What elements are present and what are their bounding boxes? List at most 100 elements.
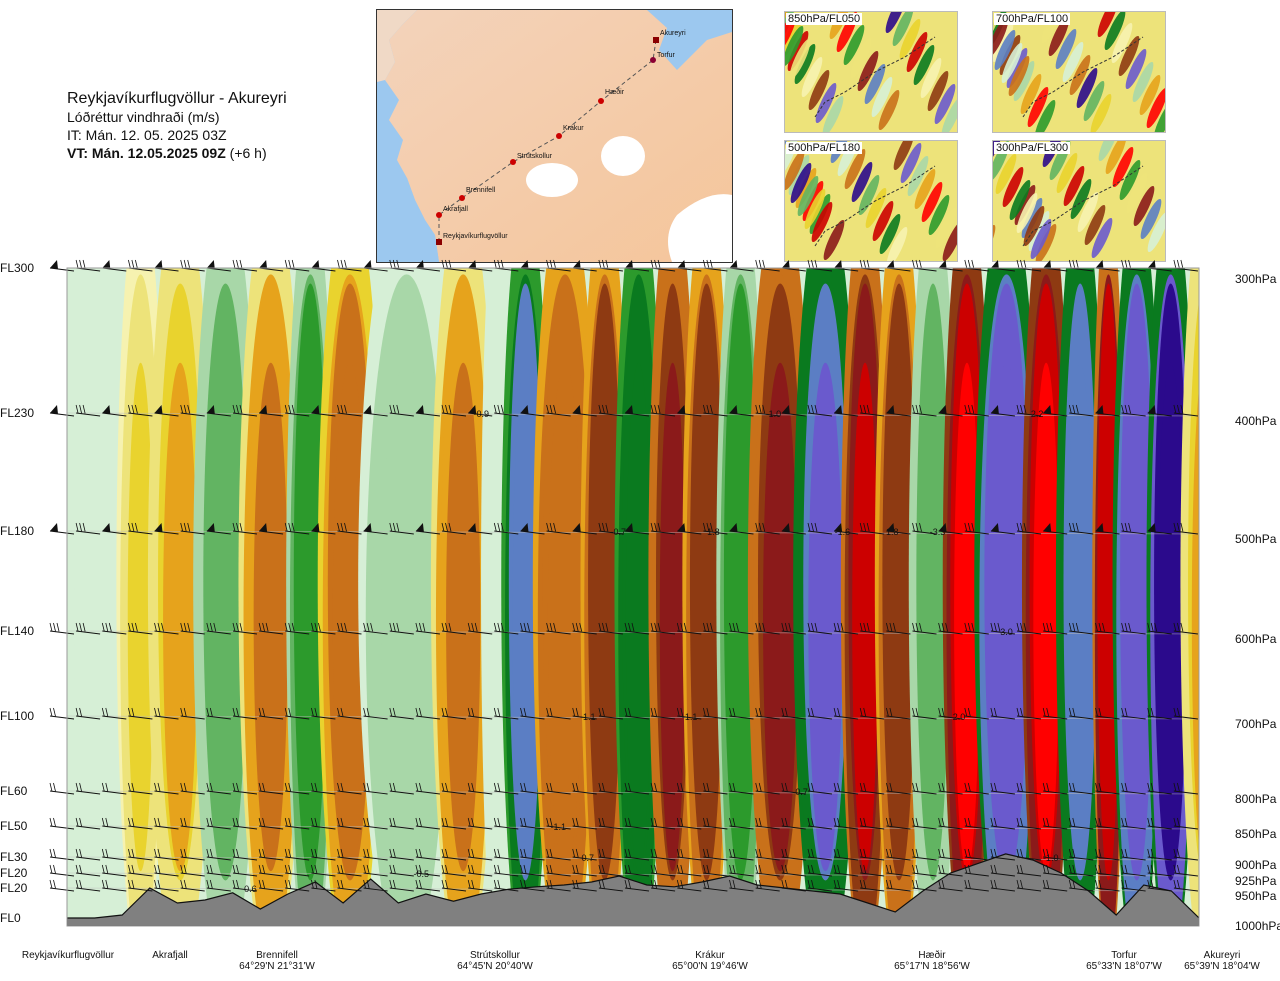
barb-shaft [1121,715,1146,720]
wind-barb [1147,405,1172,417]
thumb-field-blob [1028,210,1050,252]
barb-feather [523,622,527,632]
barb-feather [340,879,344,889]
wind-barb [650,879,676,892]
barb-feather [598,622,602,632]
wind-barb [1147,879,1172,892]
barb-feather [1020,622,1023,632]
barb-feather [781,782,785,792]
barb-feather [389,864,393,874]
barb-feather [967,522,971,532]
thumb-field-blob [785,17,802,59]
barb-feather [131,864,135,874]
wind-barbs [49,259,1198,892]
barb-feather [579,622,583,632]
barb-feather [366,879,370,889]
barb-shaft [389,630,414,635]
field-contour [446,362,481,872]
thumbnail-700hpa[interactable]: 700hPa/FL100 [992,11,1166,133]
barb-feather [807,864,811,874]
barb-feather [1042,848,1046,858]
barb-feather [1046,879,1050,889]
barb-shaft [1043,825,1068,830]
barb-feather [497,404,501,414]
barb-feather [105,622,109,632]
barb-shaft [834,715,859,720]
barb-feather [131,817,135,827]
barb-feather [912,848,915,858]
barb-feather [994,817,997,827]
barb-feather [990,622,994,632]
wind-barb [990,864,1015,877]
barb-feather [1068,622,1072,632]
thumbnail-300hpa[interactable]: 300hPa/FL300 [992,140,1166,262]
wind-barb [833,622,859,635]
barb-feather [1072,404,1076,414]
barb-feather [758,848,762,858]
wind-barb [493,522,519,535]
barb-feather [311,622,314,632]
barb-feather [79,259,82,269]
barb-feather [101,782,105,792]
wind-barb [1068,404,1094,417]
barb-shaft [494,872,519,877]
wind-barb [859,864,885,877]
barb-shaft [938,790,963,795]
barb-feather [128,782,131,792]
barb-feather [706,522,710,532]
barb-feather [941,622,945,632]
thumb-field-blob [872,200,894,242]
field-contour [989,362,1024,872]
barb-feather [650,848,654,858]
barb-feather [1173,622,1177,632]
barb-feather [549,817,553,827]
wind-barb [520,622,545,635]
wind-barb [1147,864,1172,877]
barb-feather [53,782,56,792]
barb-feather [1147,864,1151,874]
barb-feather [781,848,785,858]
barb-feather [314,622,318,632]
field-contour [380,362,433,872]
thumb-field-blob [1098,141,1120,162]
wind-barb [180,707,205,720]
barb-shaft [337,412,362,417]
barb-pennant [311,260,320,269]
thumb-field-blob [1105,141,1127,175]
barb-feather [471,707,475,717]
barb-shaft [337,530,362,535]
barb-feather [657,404,661,414]
barb-feather [258,879,262,889]
wind-barb [650,522,676,535]
barb-shaft [1069,715,1094,720]
thumbnail-850hpa[interactable]: 850hPa/FL050 [784,11,958,133]
barb-feather [1020,864,1023,874]
barb-feather [392,879,396,889]
thumbnail-500hpa[interactable]: 500hPa/FL180 [784,140,958,262]
barb-shaft [755,412,780,417]
barb-feather [262,707,265,717]
barb-feather [520,864,523,874]
barb-feather [265,622,269,632]
barb-pennant [886,405,895,414]
barb-shaft [102,887,127,892]
barb-feather [1046,817,1050,827]
barb-feather [572,622,576,632]
barb-feather [676,622,680,632]
barb-shaft [389,790,414,795]
thumb-field-blob [797,175,819,217]
barb-shaft [1173,825,1198,830]
barb-feather [209,879,213,889]
barb-feather [284,259,288,269]
barb-shaft [49,872,75,877]
wind-barb [1095,707,1120,720]
barb-shaft [624,856,650,861]
wind-barb [389,817,414,830]
barb-feather [710,404,713,414]
barb-shaft [363,872,388,877]
barb-feather [284,404,288,414]
barb-feather [1075,622,1079,632]
barb-shaft [76,630,101,635]
wind-barb [1095,523,1120,535]
barb-feather [915,259,919,269]
